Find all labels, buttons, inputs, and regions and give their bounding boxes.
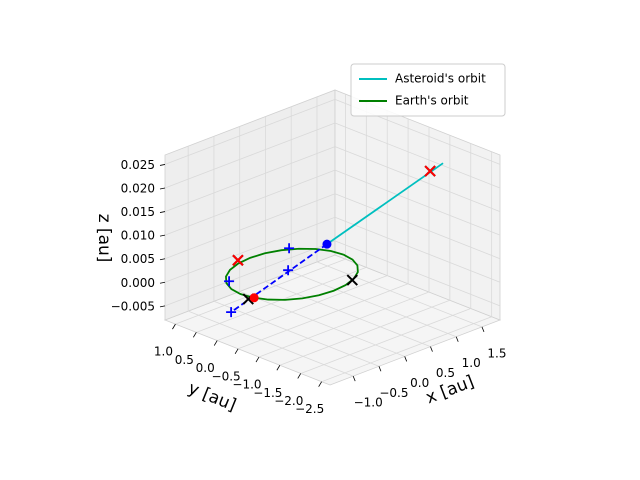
grid-line xyxy=(334,216,501,283)
y-tick-label: −2.5 xyxy=(295,402,324,416)
x-tick xyxy=(404,356,408,362)
grid-line xyxy=(164,216,336,283)
z-tick-label: −0.005 xyxy=(111,299,155,313)
y-tick xyxy=(255,356,260,363)
grid-line xyxy=(164,122,336,189)
z-tick-label: 0.005 xyxy=(121,252,155,266)
grid-line xyxy=(188,310,354,377)
marker xyxy=(346,274,358,286)
z-tick xyxy=(159,164,166,166)
x-tick-label: −1.0 xyxy=(354,396,383,410)
y-tick-label: −0.5 xyxy=(212,369,241,383)
y-tick xyxy=(192,332,197,338)
grid-line xyxy=(334,122,501,189)
y-tick xyxy=(213,340,218,346)
grid-line xyxy=(334,169,501,236)
z-tick xyxy=(159,234,166,237)
y-tick-label: −1.5 xyxy=(253,386,282,400)
grid-line xyxy=(164,193,336,260)
x-tick xyxy=(378,366,382,372)
orbit-line xyxy=(230,243,328,313)
grid-line xyxy=(334,146,501,212)
y-tick-label: 0.5 xyxy=(175,353,194,367)
y-tick-label: −1.0 xyxy=(232,378,261,392)
x-tick-label: 1.0 xyxy=(462,356,481,370)
grid-line xyxy=(334,193,501,260)
plot-area: −1.0−0.50.00.51.01.51.00.50.0−0.5−1.0−1.… xyxy=(111,158,507,416)
marker xyxy=(249,293,259,303)
grid-line xyxy=(217,275,388,341)
orbit-line xyxy=(326,162,444,245)
panes xyxy=(163,89,502,386)
marker xyxy=(232,254,244,266)
x-tick-label: −0.5 xyxy=(379,386,408,400)
grid-line xyxy=(164,99,336,165)
grid-line xyxy=(237,283,409,350)
z-tick-label: 0.015 xyxy=(121,205,155,219)
z-tick-label: 0.000 xyxy=(121,276,155,290)
grid-line xyxy=(300,308,471,374)
marker xyxy=(322,239,332,249)
grid-line xyxy=(164,240,336,307)
grid-line xyxy=(239,291,405,357)
grid-line xyxy=(213,300,380,367)
z-tick xyxy=(159,187,166,190)
z-tick-label: 0.020 xyxy=(121,182,155,196)
x-tick-label: 1.5 xyxy=(487,346,506,360)
marker xyxy=(424,165,436,177)
y-tick xyxy=(297,373,302,379)
grid-line xyxy=(164,146,336,212)
grid-line xyxy=(316,261,483,328)
x-tick xyxy=(352,375,356,382)
y-tick-label: 0.0 xyxy=(196,361,215,375)
legend-label: Earth's orbit xyxy=(395,94,469,108)
z-axis-label: z [au] xyxy=(94,214,114,263)
x-pane xyxy=(334,89,501,321)
marker xyxy=(284,243,295,254)
z-tick xyxy=(159,211,166,213)
marker xyxy=(283,265,294,276)
grid-line xyxy=(321,316,492,383)
y-tick xyxy=(234,348,239,355)
y-tick xyxy=(172,323,176,330)
grid-line xyxy=(258,291,430,358)
grid-line xyxy=(265,281,431,347)
x-tick-label: 0.0 xyxy=(410,376,429,390)
legend: Asteroid's orbit Earth's orbit xyxy=(350,63,506,117)
marker xyxy=(226,307,237,318)
grid-line xyxy=(279,299,451,366)
legend-box xyxy=(350,63,506,117)
y-tick xyxy=(276,365,281,371)
x-tick xyxy=(481,326,485,333)
legend-label: Asteroid's orbit xyxy=(395,72,486,86)
y-tick-label: 1.0 xyxy=(154,345,173,359)
marker xyxy=(224,276,235,287)
grid-line xyxy=(164,169,336,236)
y-tick-label: −2.0 xyxy=(274,394,303,408)
y-tick xyxy=(318,381,322,387)
x-tick xyxy=(430,346,433,352)
grid-line xyxy=(334,240,501,307)
z-tick xyxy=(159,258,166,261)
z-tick xyxy=(159,305,166,308)
z-tick-label: 0.025 xyxy=(121,158,155,172)
z-tick-label: 0.010 xyxy=(121,229,155,243)
z-tick xyxy=(159,281,166,284)
x-tick-label: 0.5 xyxy=(436,366,455,380)
grid-line xyxy=(291,271,457,338)
x-tick xyxy=(455,336,459,342)
